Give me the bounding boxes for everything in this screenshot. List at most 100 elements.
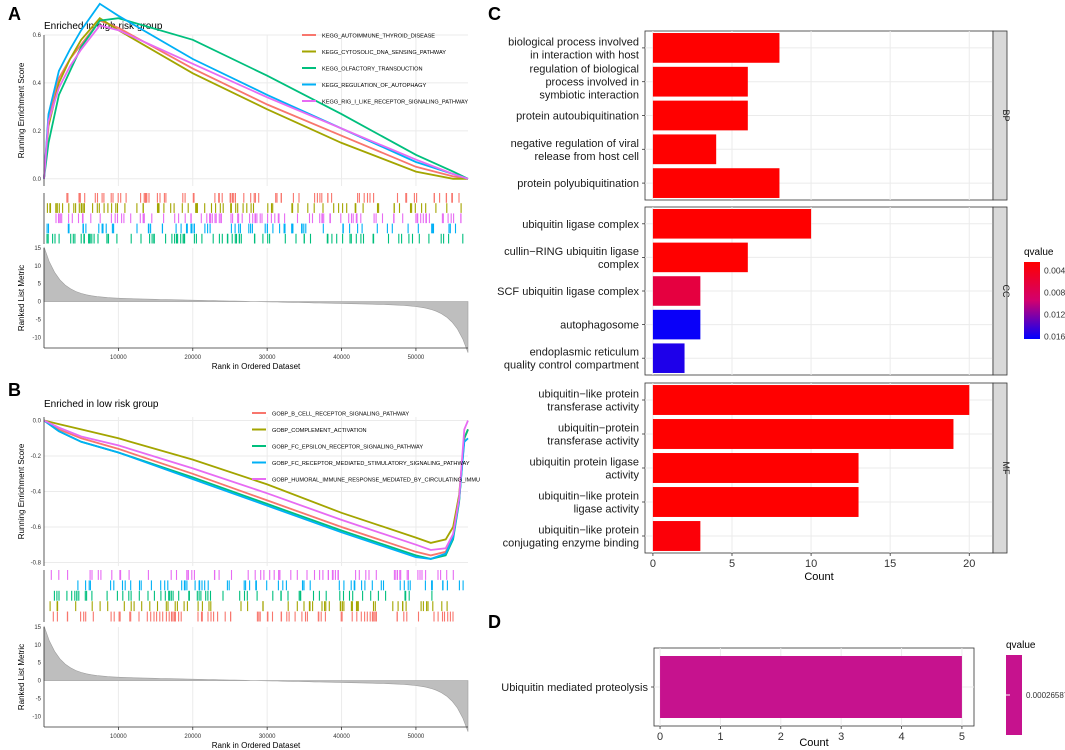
es-line	[43, 24, 469, 180]
kegg-plot: 0 1 2 3 4 5 Ubiquitin mediated proteolysis	[501, 647, 1022, 743]
gsea-plot-low-risk: Enriched in low risk group GOBP_B_CELL_R…	[17, 399, 480, 750]
legend-label: GOBP_HUMORAL_IMMUNE_RESPONSE_MEDIATED_BY…	[272, 478, 480, 484]
facet-strip	[992, 30, 1008, 201]
metric-tick-label: 0	[38, 679, 42, 685]
count-tick-label: 5	[959, 731, 965, 743]
ranked-metric-area	[43, 246, 469, 353]
qvalue-colorbar: 0.004 0.008 0.012 0.016	[1024, 262, 1065, 341]
go-term-label: ubiquitin−like protein	[538, 389, 639, 401]
go-term-label: conjugating enzyme binding	[503, 538, 639, 550]
rank-tick-label: 30000	[259, 734, 276, 740]
pathway-bar	[660, 656, 962, 718]
es-gridlines	[44, 34, 468, 348]
colorbar-tick-label: 0.008	[1044, 287, 1065, 297]
metric-tick-label: 0	[38, 300, 42, 306]
metric-tick-label: 10	[34, 264, 41, 270]
count-tick-label: 10	[805, 558, 817, 570]
go-term-label: ligase activity	[574, 504, 640, 516]
panel-label-c: C	[488, 4, 501, 24]
go-term-label: process involved in	[545, 77, 639, 89]
count-tick-label: 3	[838, 731, 844, 743]
colorbar-ramp	[1006, 655, 1022, 735]
go-term-label: complex	[598, 259, 639, 271]
go-term-bar	[652, 385, 970, 415]
colorbar-title: qvalue	[1006, 640, 1036, 651]
go-term-label: SCF ubiquitin ligase complex	[497, 286, 639, 298]
metric-area	[43, 246, 469, 353]
panel-label-d: D	[488, 612, 501, 632]
es-tick-label: -0.8	[31, 560, 42, 566]
ranked-metric-area	[43, 625, 469, 732]
rank-tick-label: 40000	[333, 355, 350, 361]
go-term-label: ubiquitin−like protein	[538, 525, 639, 537]
legend-label: GOBP_COMPLEMENT_ACTIVATION	[272, 428, 367, 434]
es-gridlines	[44, 417, 468, 727]
go-term-label: autophagosome	[560, 320, 639, 332]
metric-tick-label: 5	[38, 661, 42, 667]
es-tick-label: 0.6	[33, 33, 42, 39]
metric-axis-title: Ranked List Metric	[17, 265, 26, 331]
count-tick-label: 2	[778, 731, 784, 743]
rank-tick-label: 10000	[110, 734, 127, 740]
es-axis-title: Running Enrichment Score	[17, 443, 26, 539]
go-term-bar	[652, 419, 954, 449]
go-term-label: transferase activity	[547, 402, 639, 414]
go-term-bar	[652, 521, 701, 551]
facet-cc: ubiquitin ligase complex cullin−RING ubiq…	[497, 206, 1011, 376]
colorbar-tick-label: 0.012	[1044, 309, 1065, 319]
panel-label-a: A	[8, 4, 21, 24]
es-lines	[43, 419, 469, 560]
go-term-bar	[652, 276, 701, 306]
go-term-label: regulation of biological	[530, 64, 639, 76]
es-tick-label: 0.0	[33, 419, 42, 425]
legend-label: KEGG_REGULATION_OF_AUTOPHAGY	[322, 83, 427, 89]
go-term-label: release from host cell	[534, 151, 639, 163]
rank-tick-label: 50000	[408, 355, 425, 361]
go-term-bar	[652, 242, 748, 273]
colorbar-tick-label: 0.0002658734	[1026, 691, 1065, 700]
gsea-title: Enriched in low risk group	[44, 399, 159, 410]
colorbar-ramp	[1024, 262, 1040, 339]
count-tick-label: 0	[650, 558, 656, 570]
hit-strips	[46, 193, 464, 244]
go-term-label: protein autoubiquitination	[516, 111, 639, 123]
es-tick-label: -0.6	[31, 525, 42, 531]
facet-strip	[992, 206, 1008, 376]
es-line	[43, 17, 469, 180]
go-term-label: ubiquitin ligase complex	[522, 219, 639, 231]
rank-tick-label: 40000	[333, 734, 350, 740]
legend-label: GOBP_FC_EPSILON_RECEPTOR_SIGNALING_PATHW…	[272, 445, 423, 451]
rank-axis-title: Rank in Ordered Dataset	[212, 741, 301, 750]
go-term-label: quality control compartment	[504, 360, 639, 372]
gsea-axes: 0.0 -0.2 -0.4 -0.6 -0.8 15 10 5 0 -5 -10 10000 20000…	[31, 417, 468, 740]
rank-tick-label: 30000	[259, 355, 276, 361]
count-tick-label: 1	[717, 731, 723, 743]
go-term-label: activity	[605, 470, 639, 482]
rank-tick-label: 10000	[110, 355, 127, 361]
go-term-label: biological process involved	[508, 36, 639, 48]
panel-label-b: B	[8, 380, 21, 400]
es-line	[43, 2, 469, 180]
facet-strip-label: CC	[1001, 285, 1011, 298]
go-term-bar	[652, 66, 748, 97]
es-line	[43, 19, 469, 180]
go-term-label: ubiquitin−like protein	[538, 491, 639, 503]
count-tick-label: 0	[657, 731, 663, 743]
metric-tick-label: -10	[32, 714, 41, 720]
es-tick-label: 0.4	[33, 81, 42, 87]
pathway-label: Ubiquitin mediated proteolysis	[501, 682, 648, 694]
go-term-label: negative regulation of viral	[511, 138, 639, 150]
gsea-legend: GOBP_B_CELL_RECEPTOR_SIGNALING_PATHWAY GO…	[252, 412, 480, 484]
metric-tick-label: -5	[36, 317, 42, 323]
kegg-enrichment-barplot: 0 1 2 3 4 5 Ubiquitin mediated proteolysis Cou…	[501, 640, 1065, 749]
go-term-bar	[652, 309, 701, 340]
legend-label: KEGG_CYTOSOLIC_DNA_SENSING_PATHWAY	[322, 50, 446, 56]
metric-tick-label: 15	[34, 246, 41, 252]
count-tick-label: 15	[884, 558, 896, 570]
rank-tick-label: 50000	[408, 734, 425, 740]
count-tick-label: 4	[898, 731, 904, 743]
